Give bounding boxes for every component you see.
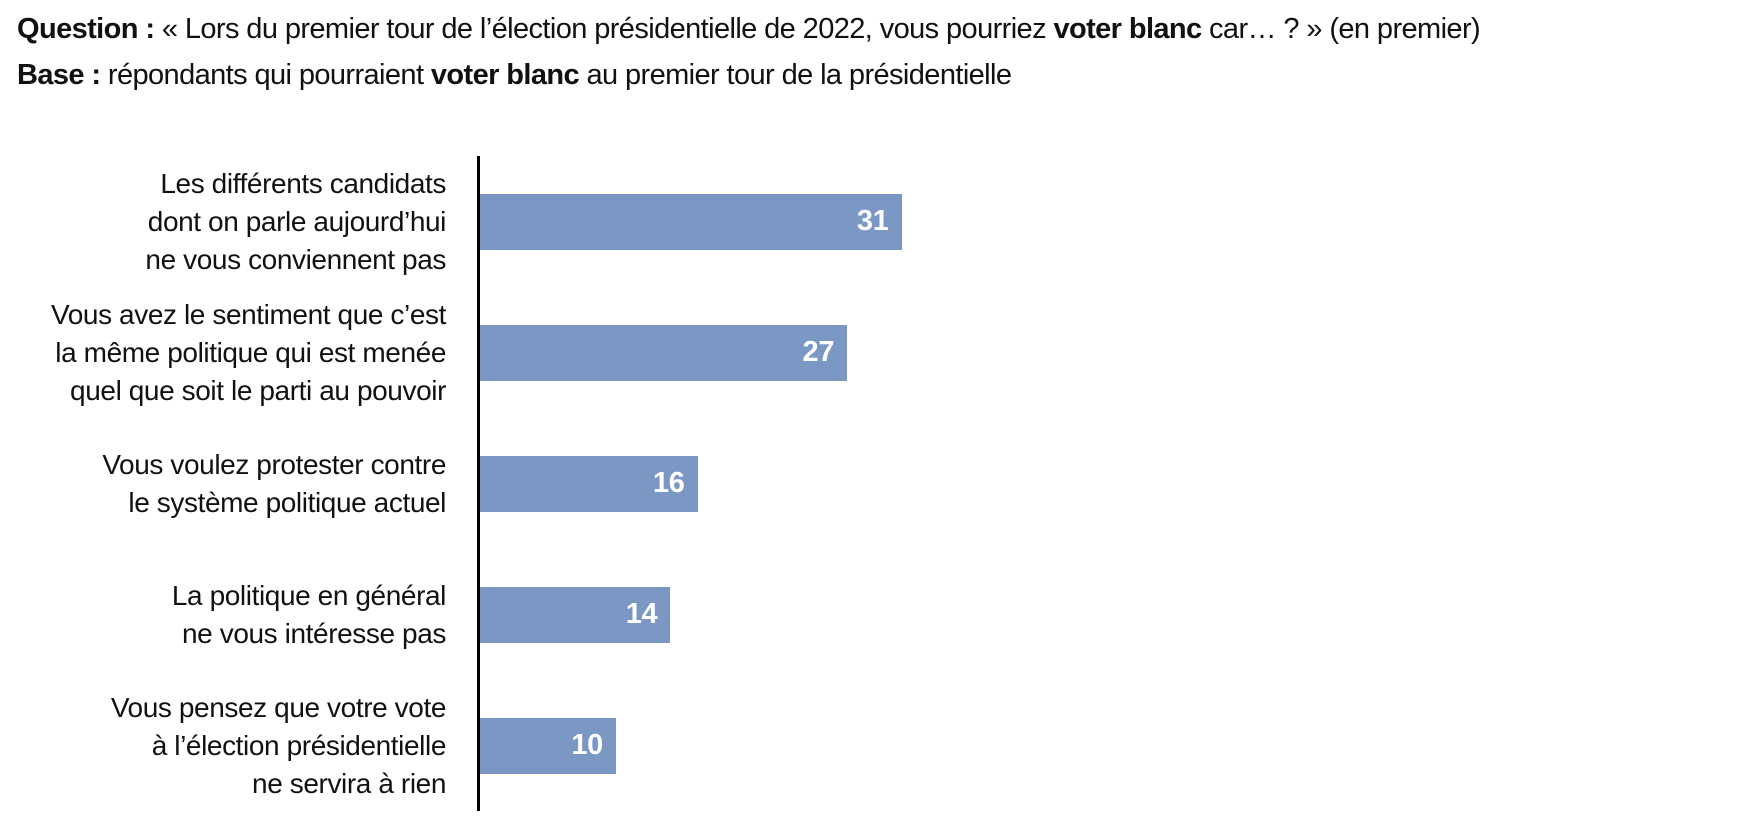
infographic-page: Question : « Lors du premier tour de l’é… [0, 0, 1750, 811]
chart-row: Vous pensez que votre vote à l’élection p… [0, 680, 1750, 811]
bar: 31 [480, 193, 902, 250]
category-label: Vous voulez protester contre le système p… [102, 448, 446, 518]
bar-cell: 14 [477, 549, 1750, 680]
bar-cell: 31 [477, 156, 1750, 287]
question-label: Question : [17, 13, 162, 45]
category-label: Les différents candidats dont on parle au… [145, 167, 446, 275]
bar-value: 27 [802, 336, 835, 368]
question-text-after: car… ? » (en premier) [1201, 13, 1481, 45]
base-text-before: répondants qui pourraient [107, 59, 431, 91]
bar-value: 10 [571, 729, 603, 761]
bar-cell: 10 [477, 680, 1750, 811]
base-text-after: au premier tour de la présidentielle [579, 59, 1012, 91]
base-bold-phrase: voter blanc [430, 59, 580, 91]
bar-chart: Les différents candidats dont on parle au… [0, 156, 1750, 811]
question-bold-phrase: voter blanc [1053, 13, 1202, 45]
bar: 14 [480, 586, 671, 643]
question-line: Question : « Lors du premier tour de l’é… [17, 6, 1750, 52]
base-line: Base : répondants qui pourraient voter b… [17, 52, 1750, 98]
bar-cell: 27 [477, 287, 1750, 418]
bar-value: 16 [652, 467, 685, 499]
chart-row: Vous avez le sentiment que c’est la même … [0, 287, 1750, 418]
bar: 27 [480, 324, 848, 381]
bar: 10 [480, 717, 616, 774]
question-text-before: « Lors du premier tour de l’élection pré… [161, 13, 1054, 45]
bar-cell: 16 [477, 418, 1750, 549]
chart-rows: Les différents candidats dont on parle au… [0, 156, 1750, 811]
category-label: Vous avez le sentiment que c’est la même … [51, 298, 446, 406]
chart-header: Question : « Lors du premier tour de l’é… [0, 0, 1750, 98]
base-label: Base : [17, 59, 108, 91]
chart-row: Vous voulez protester contre le système p… [0, 418, 1750, 549]
bar: 16 [480, 455, 698, 512]
chart-row: Les différents candidats dont on parle au… [0, 156, 1750, 287]
bar-value: 14 [625, 598, 658, 630]
category-label: Vous pensez que votre vote à l’élection p… [110, 691, 447, 799]
category-label: La politique en général ne vous intéresse… [171, 579, 447, 649]
chart-row: La politique en général ne vous intéresse… [0, 549, 1750, 680]
bar-value: 31 [856, 205, 889, 237]
